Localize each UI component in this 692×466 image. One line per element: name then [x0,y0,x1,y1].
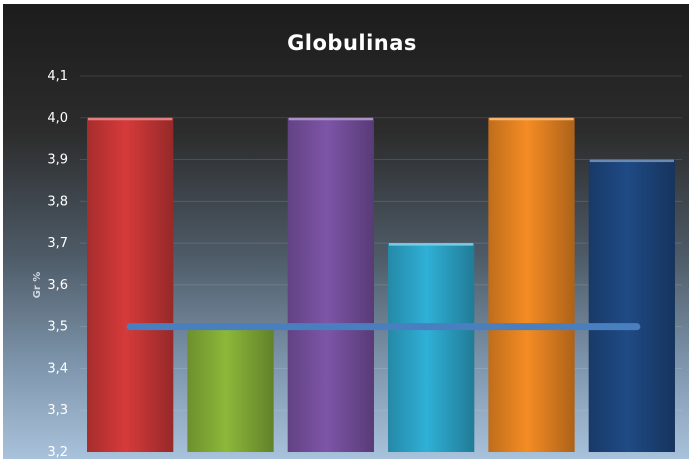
bar-highlight [88,117,173,121]
y-tick-label: 3,7 [47,236,68,251]
y-tick-label: 3,4 [47,361,68,376]
bar [588,159,675,453]
bar [488,117,575,453]
y-tick-label: 4,0 [47,111,68,126]
bar-highlight [489,117,574,121]
bar [87,117,174,453]
bar [388,243,475,452]
y-tick-label: 3,5 [47,320,68,335]
y-tick-labels: 3,2 3,3 3,4 3,5 3,6 3,7 3,8 3,9 4,0 4,1 [47,69,68,460]
y-tick-label: 4,1 [47,69,68,84]
bar [187,326,274,452]
y-tick-label: 3,2 [47,445,68,460]
y-tick-label: 3,6 [47,278,68,293]
y-axis-label: Gr % [32,272,43,299]
bar-highlight [389,243,474,246]
bar-highlight [288,117,373,121]
bar [287,117,374,453]
bars [87,117,675,453]
chart-title: Globulinas [287,31,417,55]
y-tick-label: 3,3 [47,403,68,418]
y-tick-label: 3,8 [47,194,68,209]
bar-highlight [589,159,674,163]
y-tick-label: 3,9 [47,153,68,168]
